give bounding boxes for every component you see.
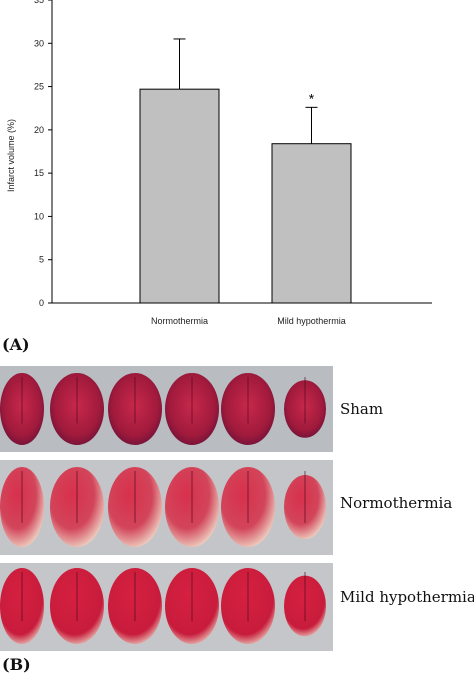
brain-slice <box>108 568 162 644</box>
panel-label: (B) <box>2 655 31 674</box>
x-tick-label: Mild hypothermia <box>277 316 346 326</box>
brain-slice <box>0 568 44 644</box>
brain-slice <box>221 568 275 644</box>
x-tick-label: Normothermia <box>151 316 208 326</box>
photos <box>0 366 333 651</box>
brain-slice <box>165 467 219 547</box>
brain-slice <box>284 575 326 637</box>
row-label: Mild hypothermia <box>340 588 474 606</box>
panel-label: (A) <box>2 335 30 354</box>
row-label: Normothermia <box>340 494 452 512</box>
brain-slice <box>0 373 44 445</box>
bar <box>139 88 220 304</box>
y-axis-label: Infarct volume (%) <box>6 119 16 192</box>
y-tick-label: 10 <box>34 211 44 221</box>
brain-slice <box>165 373 219 445</box>
brain-slice <box>108 373 162 445</box>
brain-slice <box>108 467 162 547</box>
row-label: Sham <box>340 400 383 418</box>
y-tick-label: 35 <box>34 0 44 5</box>
brain-slice <box>284 475 326 539</box>
brain-slice <box>165 568 219 644</box>
brain-slice <box>221 373 275 445</box>
bar <box>271 143 352 304</box>
brain-slice <box>50 568 104 644</box>
brain-slice <box>221 467 275 547</box>
y-tick-label: 5 <box>39 255 44 265</box>
brain-slice <box>0 467 44 547</box>
y-tick-label: 30 <box>34 38 44 48</box>
y-tick-label: 0 <box>39 298 44 308</box>
brain-slice <box>284 380 326 438</box>
y-tick-label: 20 <box>34 125 44 135</box>
brain-slice <box>50 467 104 547</box>
y-tick-label: 15 <box>34 168 44 178</box>
y-tick-label: 25 <box>34 82 44 92</box>
brain-slice <box>50 373 104 445</box>
significance-mark: * <box>309 90 315 106</box>
